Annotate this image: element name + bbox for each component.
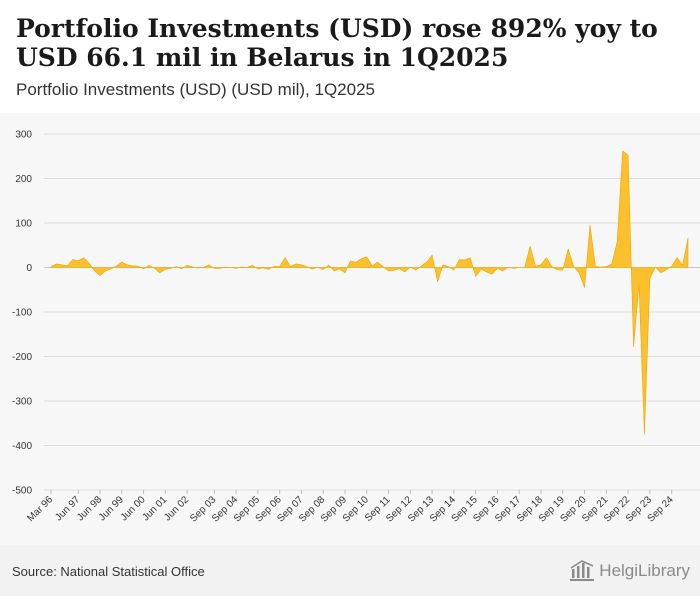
- y-tick-label: -100: [12, 308, 32, 319]
- y-axis: 300 200 100 0 -100 -200 -300 -400 -500: [12, 130, 32, 497]
- y-tick-label: -500: [12, 486, 32, 497]
- y-tick-label: 200: [15, 174, 32, 185]
- plot-area: [0, 113, 700, 545]
- series-area-shape: [50, 150, 689, 435]
- gridlines: [44, 133, 700, 491]
- series-area: [50, 150, 689, 435]
- y-tick-label: -200: [12, 352, 32, 363]
- y-tick-label: 100: [15, 219, 32, 230]
- chart-footer: Source: National Statistical Office Helg…: [0, 545, 700, 596]
- y-tick-label: 0: [26, 263, 32, 274]
- x-tick-label: Mar 96: [25, 494, 55, 524]
- chart-header: Portfolio Investments (USD) rose 892% yo…: [0, 0, 700, 113]
- chart-subtitle: Portfolio Investments (USD) (USD mil), 1…: [16, 80, 375, 99]
- x-tick-label: Jun 02: [162, 494, 191, 523]
- y-tick-label: 300: [15, 130, 32, 141]
- library-building-icon: [570, 560, 595, 581]
- y-tick-label: -400: [12, 441, 32, 452]
- chart-title: Portfolio Investments (USD) rose 892% yo…: [16, 14, 658, 72]
- source-note: Source: National Statistical Office: [12, 564, 205, 579]
- logo-text: HelgiLibrary: [599, 561, 690, 580]
- y-tick-label: -300: [12, 397, 32, 408]
- helgi-library-logo[interactable]: HelgiLibrary: [569, 559, 690, 583]
